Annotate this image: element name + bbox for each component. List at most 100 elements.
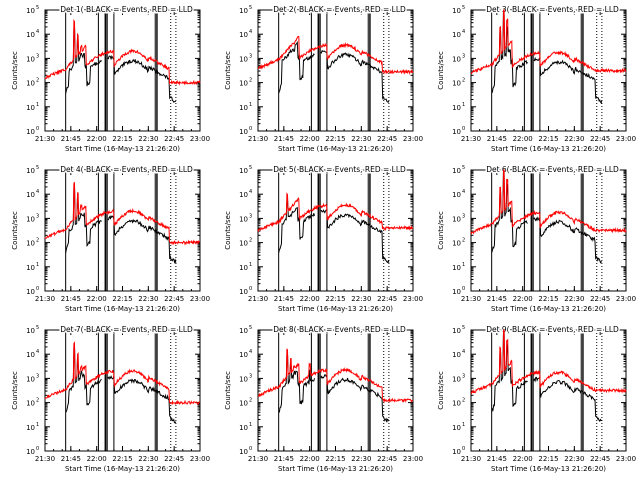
y-tick-exponent: 0 xyxy=(36,446,39,452)
y-axis-label: Counts/sec xyxy=(437,211,445,250)
x-axis-label: Start Time (16-May-13 21:26:20) xyxy=(278,465,393,473)
series-lld-line xyxy=(257,35,414,76)
series-lld-line xyxy=(44,341,201,406)
y-tick-label: 10 xyxy=(26,351,35,359)
y-tick-label: 10 xyxy=(26,424,35,432)
x-tick-label: 22:00 xyxy=(87,455,107,463)
y-tick-label: 10 xyxy=(26,80,35,88)
y-tick-label: 10 xyxy=(452,7,461,15)
y-tick-exponent: 2 xyxy=(462,398,465,404)
y-tick-label: 10 xyxy=(26,240,35,248)
y-tick-label: 10 xyxy=(239,128,248,136)
y-tick-label: 10 xyxy=(452,264,461,272)
y-tick-exponent: 5 xyxy=(462,165,465,171)
x-tick-label: 22:15 xyxy=(538,295,558,303)
x-axis-label: Start Time (16-May-13 21:26:20) xyxy=(491,465,606,473)
y-tick-label: 10 xyxy=(452,191,461,199)
series-events-line xyxy=(491,172,603,264)
x-tick-label: 21:30 xyxy=(248,455,268,463)
x-tick-label: 23:00 xyxy=(403,135,423,143)
y-axis-label: Counts/sec xyxy=(224,51,232,90)
y-tick-label: 10 xyxy=(239,55,248,63)
panel-title: Det 3(-BLACK = Events, RED = LLD xyxy=(486,5,619,14)
x-tick-label: 23:00 xyxy=(190,135,210,143)
y-tick-exponent: 0 xyxy=(36,126,39,132)
x-tick-label: 22:15 xyxy=(325,295,345,303)
y-tick-label: 10 xyxy=(26,448,35,456)
y-tick-exponent: 2 xyxy=(36,238,39,244)
y-tick-exponent: 1 xyxy=(249,102,252,108)
y-tick-label: 10 xyxy=(26,191,35,199)
x-tick-label: 21:30 xyxy=(35,455,55,463)
y-axis-label: Counts/sec xyxy=(437,51,445,90)
x-tick-label: 22:15 xyxy=(325,455,345,463)
y-tick-exponent: 1 xyxy=(249,422,252,428)
y-tick-label: 10 xyxy=(452,327,461,335)
series-events-line xyxy=(65,346,177,424)
x-tick-label: 22:45 xyxy=(164,295,184,303)
x-tick-label: 22:00 xyxy=(300,455,320,463)
plot-frame xyxy=(257,329,414,452)
x-tick-label: 21:45 xyxy=(274,295,294,303)
y-tick-label: 10 xyxy=(239,167,248,175)
y-tick-exponent: 0 xyxy=(249,286,252,292)
x-tick-label: 22:45 xyxy=(377,295,397,303)
y-tick-label: 10 xyxy=(239,104,248,112)
panel-title: Det 2(-BLACK = Events, RED = LLD xyxy=(273,5,406,14)
y-tick-exponent: 5 xyxy=(249,165,252,171)
y-tick-label: 10 xyxy=(26,264,35,272)
y-tick-exponent: 4 xyxy=(249,29,252,35)
y-tick-exponent: 0 xyxy=(36,286,39,292)
series-lld-line xyxy=(470,9,627,75)
x-tick-label: 22:30 xyxy=(564,295,584,303)
x-tick-label: 21:30 xyxy=(248,295,268,303)
y-tick-exponent: 1 xyxy=(36,102,39,108)
y-tick-label: 10 xyxy=(239,375,248,383)
y-tick-exponent: 5 xyxy=(36,325,39,331)
x-axis-label: Start Time (16-May-13 21:26:20) xyxy=(65,465,180,473)
y-tick-label: 10 xyxy=(452,167,461,175)
y-axis-label: Counts/sec xyxy=(224,371,232,410)
y-tick-label: 10 xyxy=(239,80,248,88)
series-lld-line xyxy=(44,181,201,246)
y-tick-exponent: 4 xyxy=(462,29,465,35)
x-tick-label: 21:30 xyxy=(461,135,481,143)
x-tick-label: 22:00 xyxy=(87,135,107,143)
plot-frame xyxy=(44,169,201,292)
y-tick-label: 10 xyxy=(452,31,461,39)
series-lld-line xyxy=(257,348,414,404)
x-tick-label: 23:00 xyxy=(616,455,636,463)
y-tick-label: 10 xyxy=(26,128,35,136)
y-tick-label: 10 xyxy=(452,80,461,88)
x-tick-label: 22:15 xyxy=(112,135,132,143)
y-tick-exponent: 0 xyxy=(249,446,252,452)
x-tick-label: 21:45 xyxy=(487,135,507,143)
y-tick-label: 10 xyxy=(26,288,35,296)
x-tick-label: 22:30 xyxy=(138,135,158,143)
y-tick-label: 10 xyxy=(452,424,461,432)
y-tick-exponent: 5 xyxy=(249,325,252,331)
y-tick-exponent: 1 xyxy=(462,102,465,108)
x-tick-label: 21:45 xyxy=(487,455,507,463)
y-axis-label: Counts/sec xyxy=(11,51,19,90)
series-events-line xyxy=(278,198,390,264)
y-tick-exponent: 1 xyxy=(36,262,39,268)
y-tick-exponent: 4 xyxy=(249,189,252,195)
x-tick-label: 23:00 xyxy=(190,455,210,463)
y-tick-label: 10 xyxy=(239,288,248,296)
x-tick-label: 22:30 xyxy=(138,295,158,303)
plot-frame xyxy=(257,9,414,132)
y-tick-label: 10 xyxy=(26,215,35,223)
x-tick-label: 22:30 xyxy=(351,295,371,303)
series-lld-line xyxy=(470,169,627,235)
y-tick-label: 10 xyxy=(239,327,248,335)
x-tick-label: 21:30 xyxy=(248,135,268,143)
y-tick-exponent: 5 xyxy=(462,5,465,11)
y-tick-exponent: 5 xyxy=(36,5,39,11)
x-tick-label: 21:45 xyxy=(61,295,81,303)
